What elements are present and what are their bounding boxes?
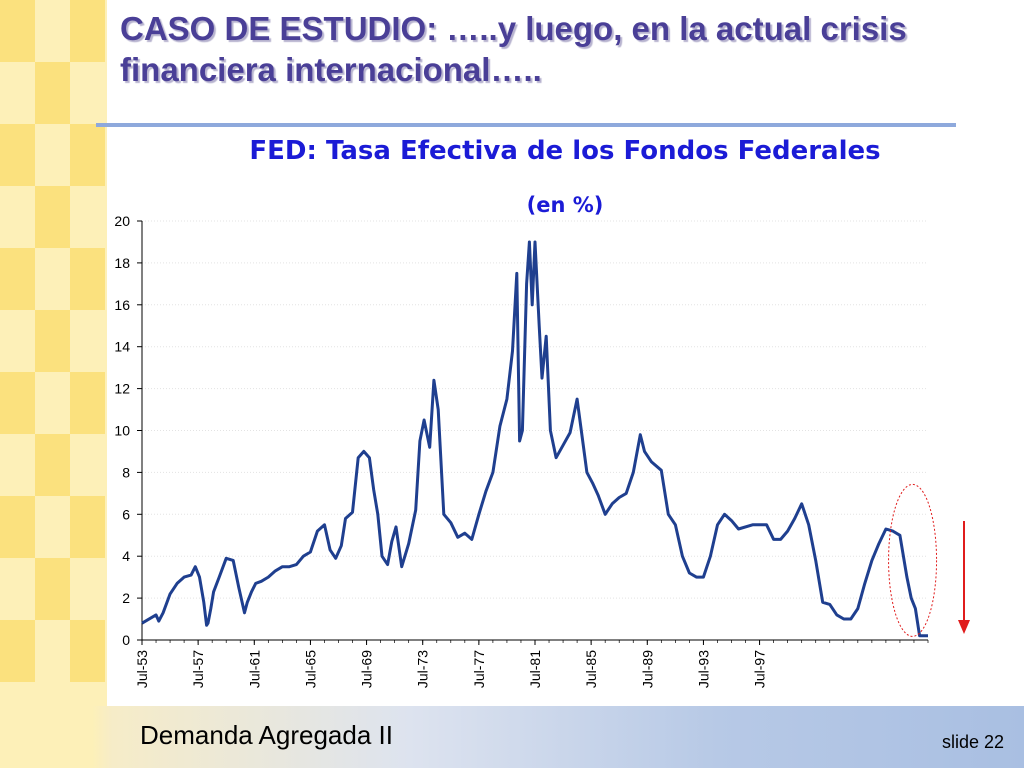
x-tick-label: Jul-89 (639, 650, 655, 688)
x-tick-label: Jul-61 (246, 650, 262, 688)
title-divider (96, 123, 956, 127)
x-tick-label: Jul-73 (415, 650, 431, 688)
y-tick-label: 2 (122, 590, 130, 606)
decorative-checkered-strip (0, 0, 107, 768)
slide-title: CASO DE ESTUDIO: …..y luego, en la actua… (120, 10, 907, 88)
y-tick-label: 6 (122, 506, 130, 522)
highlight-ellipse (888, 483, 938, 637)
chart-subtitle: (en %) (526, 193, 604, 217)
y-tick-label: 10 (114, 423, 130, 439)
y-axis-ticks: 0 2 4 6 8 10 12 14 16 18 20 (114, 213, 142, 648)
y-tick-label: 0 (122, 632, 130, 648)
x-tick-label: Jul-65 (302, 650, 318, 688)
x-tick-label: Jul-57 (190, 650, 206, 688)
x-tick-label: Jul-69 (359, 650, 375, 688)
x-tick-label: Jul-77 (471, 650, 487, 688)
x-tick-label: Jul-81 (527, 650, 543, 688)
gridlines (142, 220, 928, 599)
series-layer (141, 240, 928, 638)
y-tick-label: 12 (114, 381, 130, 397)
footer-band (0, 706, 1024, 768)
series-line (141, 240, 928, 638)
y-tick-label: 8 (122, 464, 130, 480)
y-tick-label: 14 (114, 339, 130, 355)
annotations (888, 483, 970, 637)
down-arrow-head (958, 620, 970, 634)
y-tick-label: 4 (122, 548, 130, 564)
y-tick-label: 16 (114, 297, 130, 313)
x-tick-label: Jul-85 (583, 650, 599, 688)
y-tick-label: 20 (114, 213, 130, 229)
chart-title: FED: Tasa Efectiva de los Fondos Federal… (249, 136, 881, 166)
x-tick-label: Jul-97 (752, 650, 768, 688)
x-tick-label: Jul-53 (134, 650, 150, 688)
slide-number: slide 22 (941, 732, 1004, 752)
x-tick-label: Jul-93 (695, 650, 711, 688)
y-tick-label: 18 (114, 255, 130, 271)
footer-course-label: Demanda Agregada II (140, 720, 393, 750)
x-axis-ticks: Jul-53 Jul-57 Jul-61 Jul-65 Jul-69 Jul-73 Jul-… (134, 640, 929, 688)
